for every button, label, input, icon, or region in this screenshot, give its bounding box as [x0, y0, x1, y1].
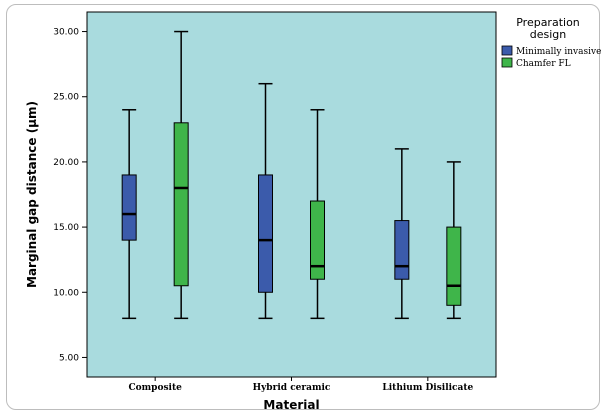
y-axis: 5.00 10.00 15.00 20.00 25.00 30.00 — [53, 28, 87, 363]
box-1-1 — [310, 109, 325, 320]
x-axis-title: Material — [263, 398, 319, 412]
x-tick-label: Composite — [128, 383, 182, 393]
legend-title-line-1: Preparation — [516, 16, 580, 29]
box-iqr — [394, 220, 410, 280]
box-group — [121, 30, 462, 320]
legend-item-label: Minimally invasive — [516, 47, 601, 57]
y-tick-label: 30.00 — [53, 28, 79, 38]
legend-swatch — [501, 57, 513, 68]
y-tick-label: 5.00 — [59, 353, 79, 363]
y-tick-label: 15.00 — [53, 223, 79, 233]
box-0-1 — [173, 30, 189, 320]
box-2-0 — [394, 148, 410, 320]
y-tick-label: 25.00 — [53, 93, 79, 103]
box-iqr — [310, 200, 325, 280]
x-tick-label: Hybrid ceramic — [253, 383, 331, 393]
legend: Preparation design Minimally invasive Cha… — [501, 16, 601, 69]
y-tick-label: 20.00 — [53, 158, 79, 168]
box-iqr — [446, 226, 462, 306]
box-iqr — [173, 122, 189, 287]
legend-item-label: Chamfer FL — [516, 59, 571, 69]
box-2-1 — [446, 161, 462, 320]
y-axis-title: Marginal gap distance (µm) — [25, 101, 39, 288]
box-iqr — [258, 174, 273, 293]
box-iqr — [121, 174, 137, 241]
legend-title-line-2: design — [530, 28, 567, 41]
box-0-0 — [121, 109, 137, 320]
x-axis: Composite Hybrid ceramic Lithium Disilicat… — [128, 377, 474, 393]
x-tick-label: Lithium Disilicate — [382, 383, 473, 393]
box-1-0 — [258, 82, 273, 320]
y-tick-label: 10.00 — [53, 288, 79, 298]
legend-swatch — [501, 45, 513, 56]
plot-area — [86, 11, 497, 378]
